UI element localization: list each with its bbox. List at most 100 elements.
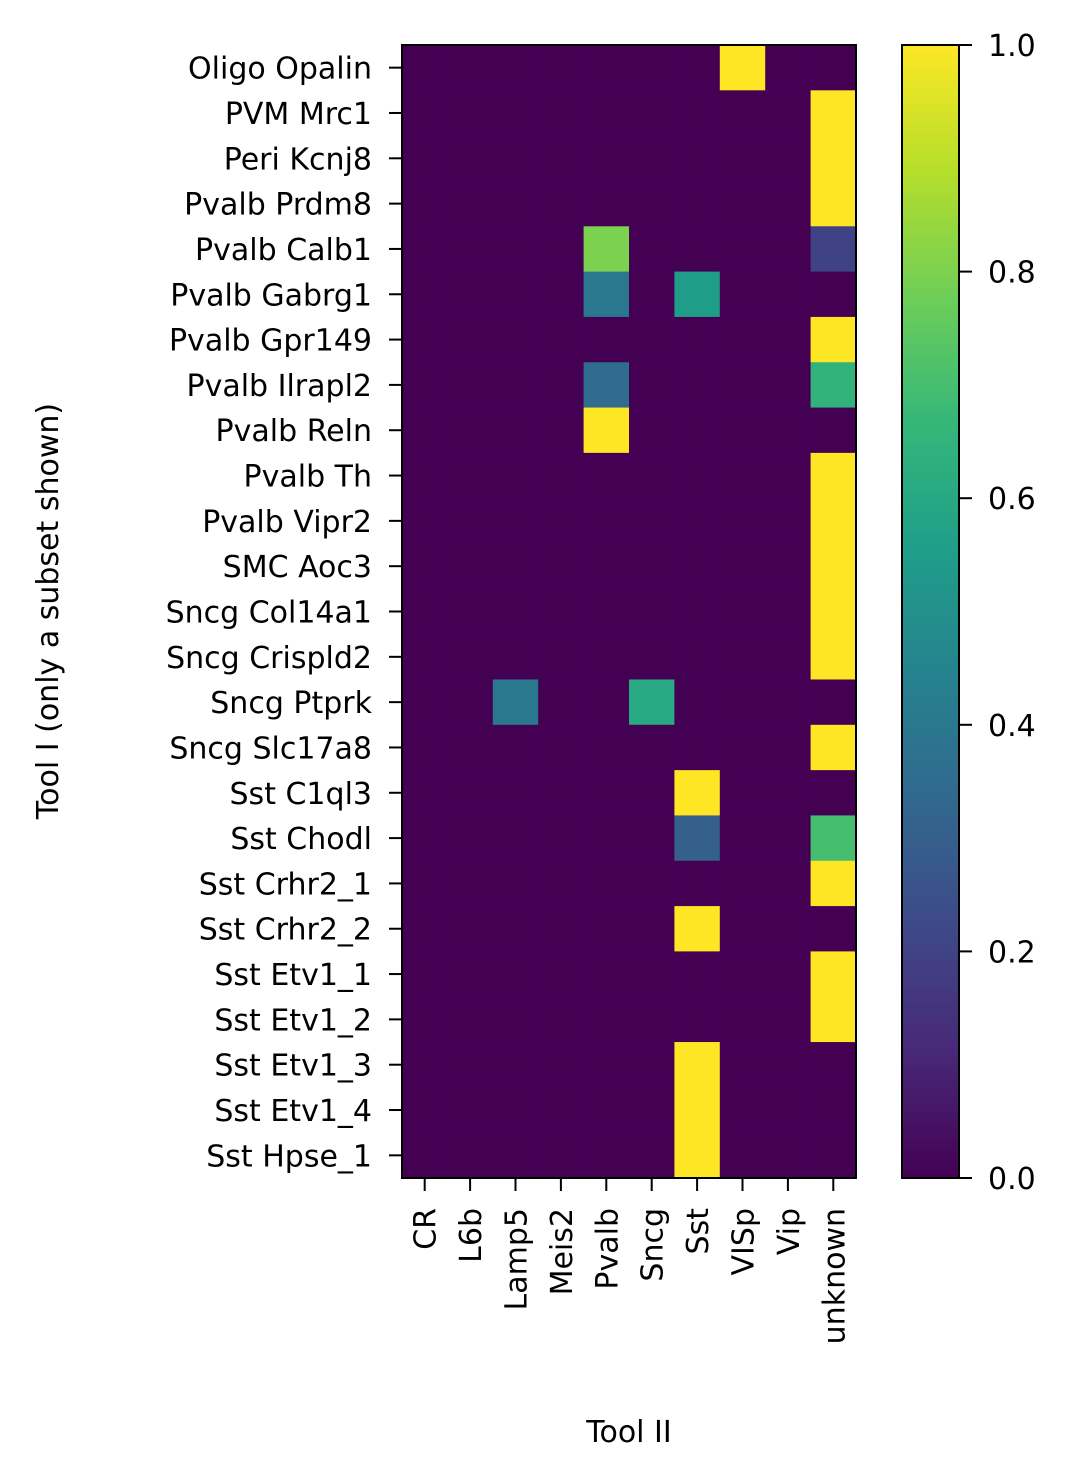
heatmap-cell <box>810 588 857 635</box>
y-tick-label: Peri Kcnj8 <box>224 142 372 177</box>
heatmap-cell <box>402 906 448 952</box>
heatmap-cell <box>492 996 539 1043</box>
heatmap-cell <box>402 362 448 409</box>
heatmap-cell <box>447 634 494 681</box>
heatmap-cell <box>719 1087 766 1134</box>
heatmap-cell <box>719 226 766 273</box>
heatmap-cell <box>538 498 585 545</box>
heatmap-cell <box>719 634 766 681</box>
heatmap-cell <box>765 407 812 454</box>
heatmap-cell <box>492 135 539 182</box>
heatmap-cell <box>719 951 766 998</box>
heatmap-cell <box>810 362 857 409</box>
heatmap-cell <box>402 407 448 454</box>
heatmap-cell <box>719 452 766 499</box>
heatmap-cell <box>719 588 766 635</box>
heatmap-cell <box>674 1042 721 1088</box>
y-tick-label: Pvalb Vipr2 <box>202 505 372 540</box>
y-tick-label: Sst Etv1_1 <box>214 958 372 993</box>
heatmap-cell <box>674 634 721 681</box>
y-tick-label: Pvalb Th <box>244 460 372 495</box>
heatmap-cell <box>447 498 494 545</box>
heatmap-cell <box>447 815 494 862</box>
heatmap-cell <box>583 679 630 726</box>
colorbar-tick-label: 0.2 <box>988 935 1036 970</box>
heatmap-cell <box>765 951 812 998</box>
heatmap-cell <box>492 362 539 409</box>
heatmap-cell <box>583 271 630 318</box>
heatmap-cell <box>583 90 630 137</box>
heatmap-cell <box>402 588 448 635</box>
heatmap-cell <box>447 860 494 907</box>
heatmap-cell <box>629 588 675 635</box>
heatmap-cell <box>583 498 630 545</box>
y-tick-label: Pvalb Gpr149 <box>169 324 372 359</box>
heatmap-cell <box>583 407 630 454</box>
heatmap-cell <box>629 45 675 91</box>
heatmap-cell <box>719 180 766 227</box>
heatmap-cell <box>810 1087 857 1134</box>
heatmap-cell <box>629 180 675 227</box>
heatmap-cell <box>583 951 630 998</box>
heatmap-cell <box>538 543 585 590</box>
heatmap-cell <box>629 135 675 182</box>
heatmap-cell <box>402 316 448 363</box>
heatmap-cell <box>765 45 812 91</box>
heatmap-cell <box>402 452 448 499</box>
y-tick-label: Sncg Col14a1 <box>166 596 372 631</box>
heatmap-cell <box>765 452 812 499</box>
heatmap-cell <box>765 634 812 681</box>
heatmap-cell <box>538 634 585 681</box>
heatmap-cell <box>765 316 812 363</box>
colorbar-ticks: 0.0 0.2 0.4 0.6 0.8 1.0 <box>959 29 1036 1197</box>
heatmap-cell <box>538 951 585 998</box>
heatmap-cell <box>765 1042 812 1088</box>
heatmap-cell <box>719 860 766 907</box>
heatmap-cell <box>810 860 857 907</box>
heatmap-cell <box>492 1042 539 1088</box>
heatmap-cell <box>583 588 630 635</box>
heatmap-cell <box>674 362 721 409</box>
colorbar-tick-label: 0.6 <box>988 482 1036 517</box>
heatmap-cell <box>402 1042 448 1088</box>
heatmap-cell <box>810 90 857 137</box>
y-tick-label: Sst Etv1_2 <box>214 1003 372 1038</box>
heatmap-cell <box>492 770 539 817</box>
heatmap-cell <box>629 316 675 363</box>
heatmap-cell <box>629 951 675 998</box>
heatmap-cell <box>402 498 448 545</box>
heatmap-cell <box>765 226 812 273</box>
heatmap-cell <box>402 951 448 998</box>
heatmap-cell <box>674 679 721 726</box>
heatmap-cell <box>538 271 585 318</box>
heatmap-cell <box>447 996 494 1043</box>
heatmap-cell <box>402 815 448 862</box>
heatmap-cell <box>810 543 857 590</box>
heatmap-cell <box>492 815 539 862</box>
heatmap-cell <box>538 996 585 1043</box>
heatmap-cell <box>492 1132 539 1179</box>
heatmap-cell <box>538 452 585 499</box>
heatmap-cell <box>583 996 630 1043</box>
heatmap-cell <box>492 452 539 499</box>
heatmap-cell <box>538 180 585 227</box>
heatmap-cell <box>447 1132 494 1179</box>
heatmap-cell <box>765 90 812 137</box>
heatmap-cell <box>719 90 766 137</box>
heatmap-cell <box>583 180 630 227</box>
heatmap-cell <box>719 679 766 726</box>
heatmap-cell <box>402 679 448 726</box>
heatmap-cell <box>447 226 494 273</box>
heatmap-cell <box>583 770 630 817</box>
heatmap-cell <box>583 1132 630 1179</box>
heatmap-cell <box>810 45 857 91</box>
heatmap-cell <box>447 543 494 590</box>
heatmap-cell <box>447 770 494 817</box>
heatmap-cell <box>810 724 857 771</box>
heatmap-cell <box>810 634 857 681</box>
colorbar-tick-label: 1.0 <box>988 29 1036 64</box>
heatmap-cell <box>674 951 721 998</box>
y-tick-label: PVM Mrc1 <box>225 97 372 132</box>
heatmap-cell <box>810 271 857 318</box>
heatmap-cell <box>629 452 675 499</box>
